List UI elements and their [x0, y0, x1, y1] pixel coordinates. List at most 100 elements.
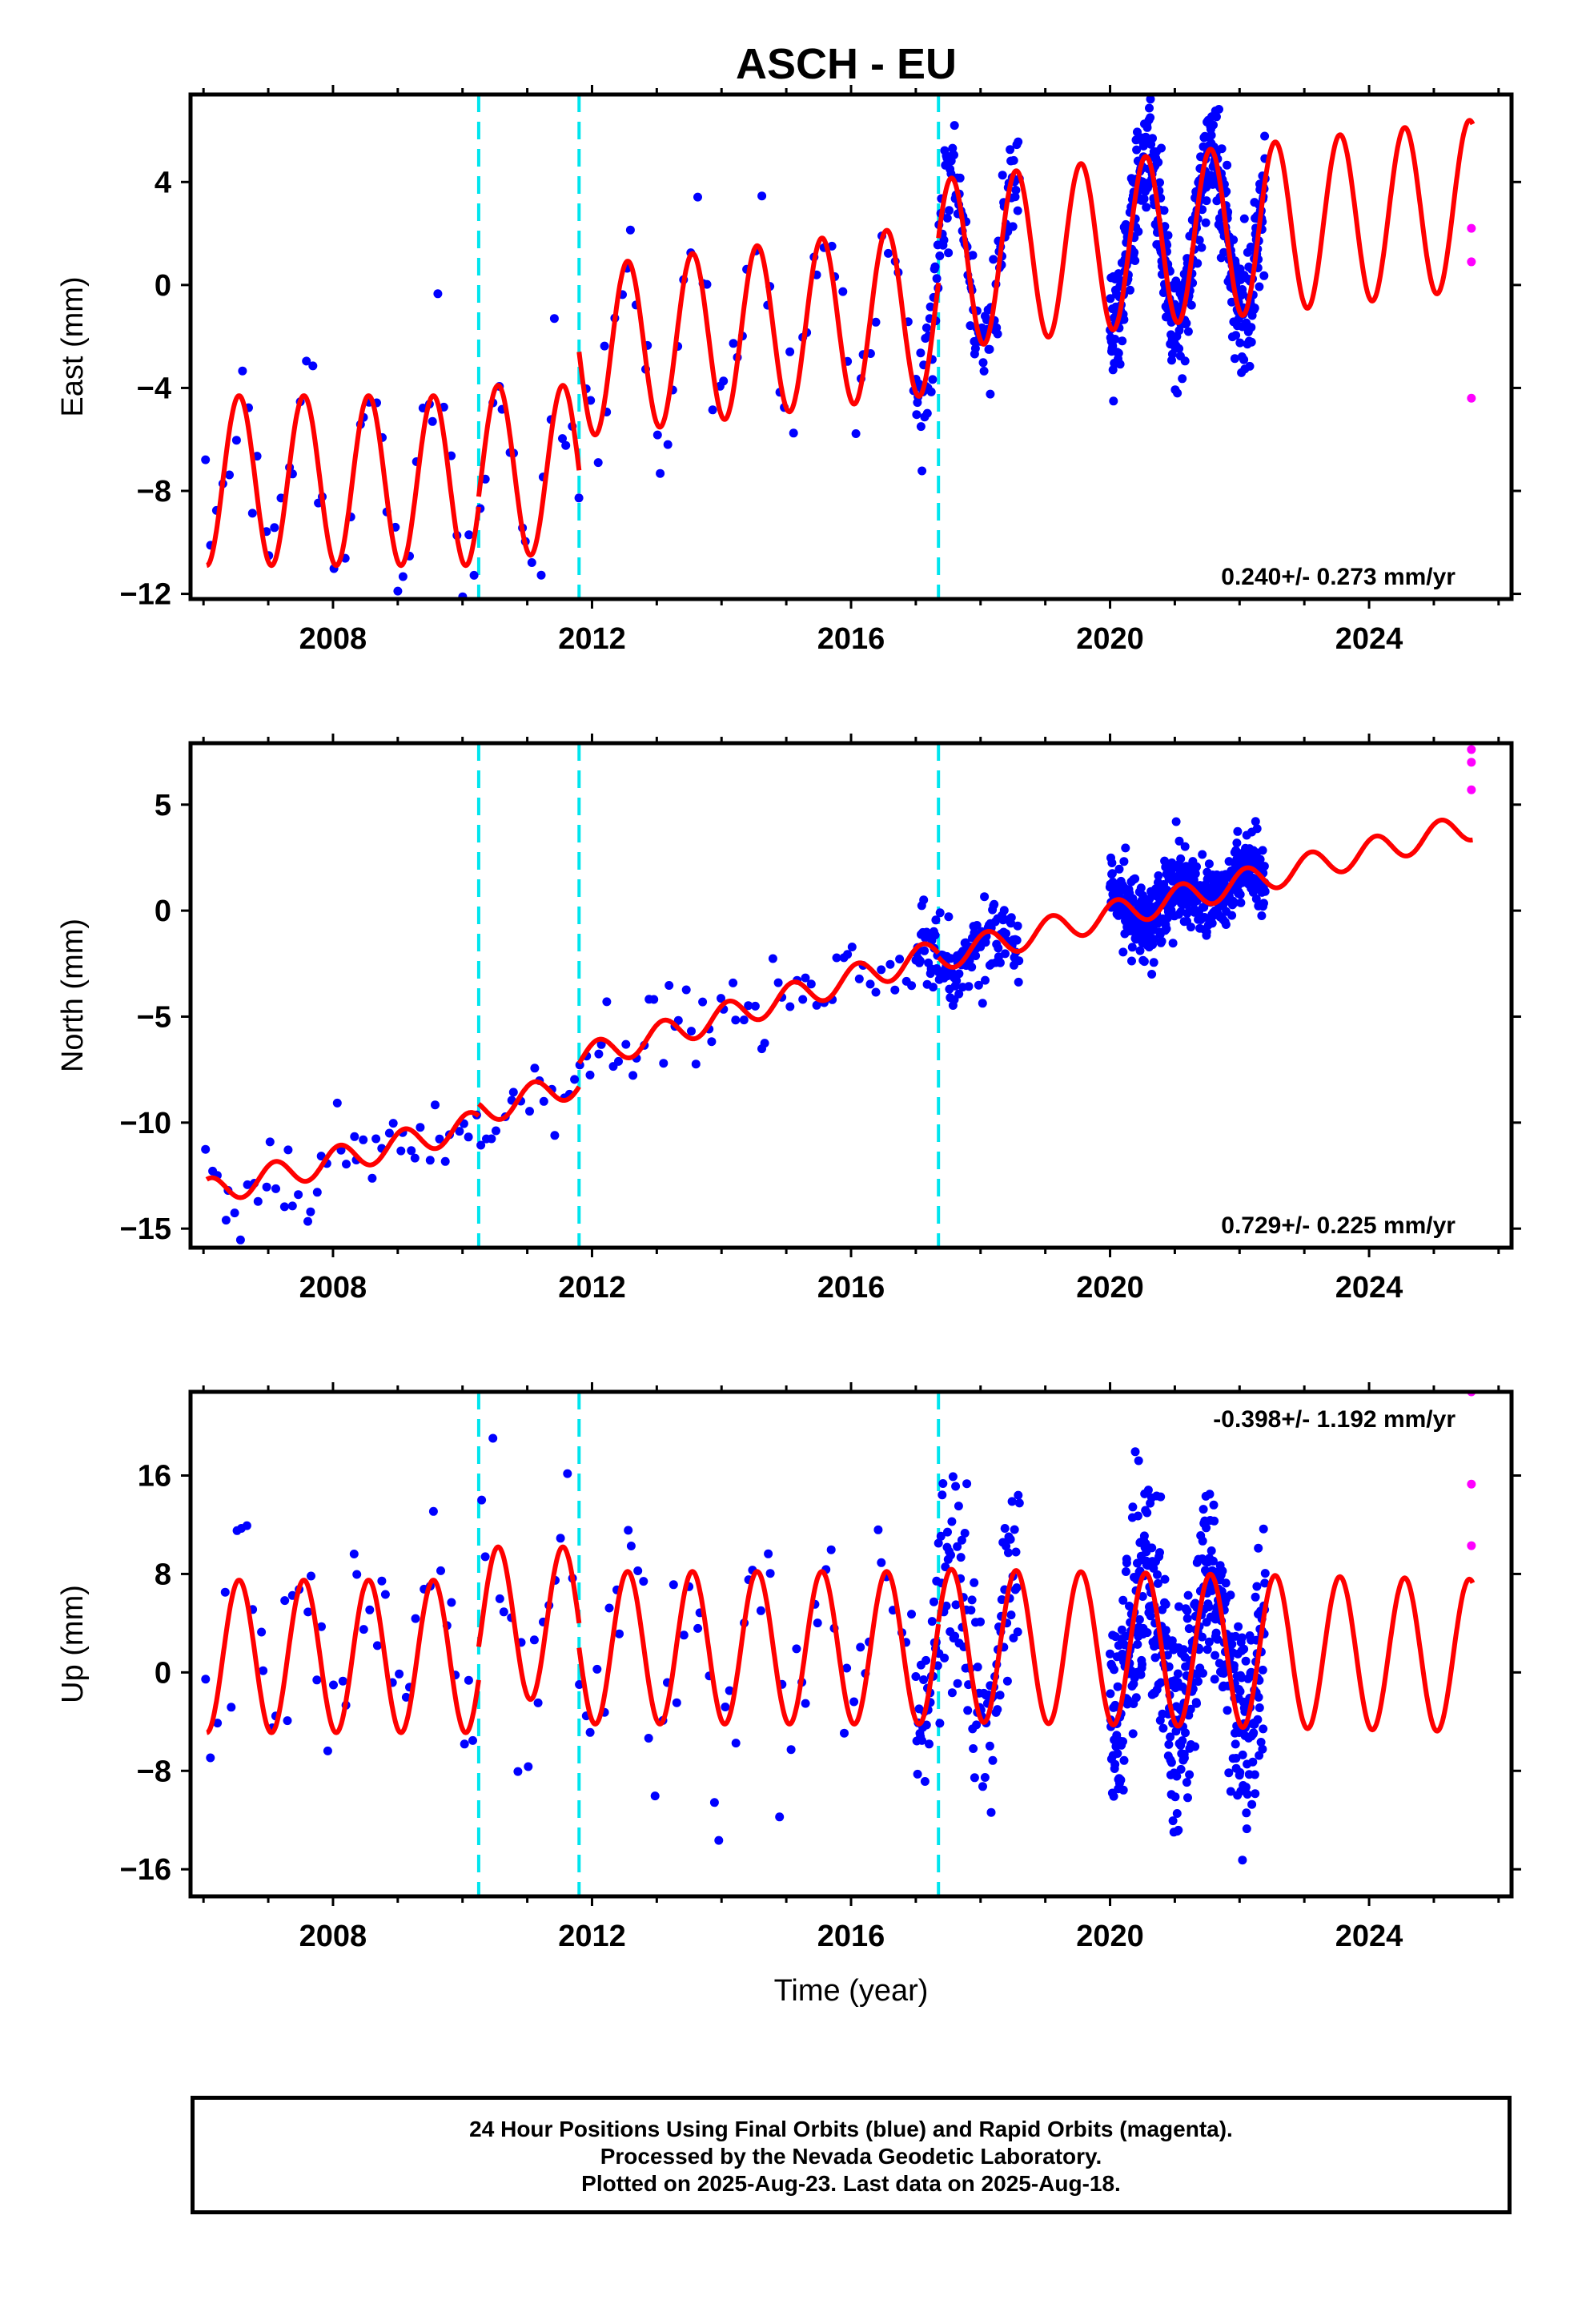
final-orbit-point — [464, 1675, 473, 1685]
final-orbit-point — [1118, 336, 1127, 346]
final-orbit-point — [332, 1098, 342, 1108]
final-orbit-point — [942, 213, 952, 223]
final-orbit-point — [1198, 850, 1207, 859]
final-orbit-point — [447, 1598, 456, 1607]
final-orbit-point — [884, 248, 893, 258]
final-orbit-point — [1114, 348, 1123, 358]
final-orbit-point — [1178, 1645, 1188, 1655]
x-tick-label: 2012 — [558, 1920, 626, 1953]
final-orbit-point — [201, 1675, 211, 1684]
final-orbit-point — [221, 1216, 231, 1225]
final-orbit-point — [978, 358, 988, 368]
final-orbit-point — [989, 255, 998, 264]
final-orbit-point — [930, 262, 940, 271]
final-orbit-point — [1148, 134, 1157, 143]
final-orbit-point — [570, 1075, 580, 1084]
y-tick-label: −16 — [120, 1853, 171, 1887]
final-orbit-point — [1223, 160, 1232, 170]
final-orbit-point — [230, 1208, 239, 1218]
final-orbit-point — [1174, 1602, 1183, 1611]
final-orbit-point — [1258, 1665, 1267, 1675]
final-orbit-point — [775, 1812, 785, 1822]
final-orbit-point — [843, 950, 853, 959]
final-orbit-point — [1254, 1692, 1263, 1702]
final-orbit-point — [398, 572, 408, 581]
final-orbit-point — [1259, 271, 1269, 280]
final-orbit-point — [372, 1641, 382, 1651]
final-orbit-point — [1252, 1582, 1262, 1591]
final-orbit-point — [594, 1049, 604, 1059]
final-orbit-point — [948, 1472, 958, 1482]
final-orbit-point — [1109, 396, 1118, 406]
final-orbit-point — [1118, 1737, 1127, 1747]
final-orbit-point — [854, 974, 864, 983]
final-orbit-point — [550, 1131, 560, 1140]
final-orbit-point — [971, 951, 981, 960]
final-orbit-point — [930, 931, 940, 940]
final-orbit-point — [947, 1688, 957, 1698]
final-orbit-point — [813, 1618, 822, 1628]
final-orbit-point — [206, 1753, 215, 1763]
final-orbit-point — [1131, 1693, 1141, 1703]
final-orbit-point — [950, 151, 958, 159]
final-orbit-point — [1170, 1792, 1180, 1802]
final-orbit-point — [1181, 1728, 1190, 1738]
final-orbit-point — [1127, 956, 1136, 966]
final-orbit-point — [316, 1152, 326, 1161]
final-orbit-point — [359, 1135, 368, 1144]
final-orbit-point — [592, 1664, 602, 1674]
final-orbit-point — [926, 302, 935, 312]
y-tick-label: 5 — [155, 789, 171, 822]
final-orbit-point — [966, 1606, 976, 1615]
final-orbit-point — [1139, 194, 1149, 203]
final-orbit-point — [978, 1782, 987, 1791]
model-fit-line — [205, 1110, 481, 1200]
final-orbit-point — [917, 466, 927, 476]
final-orbit-point — [962, 1479, 972, 1489]
model-fit-line — [576, 227, 942, 438]
final-orbit-point — [1139, 957, 1149, 967]
final-orbit-point — [440, 1156, 450, 1166]
final-orbit-point — [765, 1569, 775, 1578]
final-orbit-point — [1259, 899, 1268, 908]
final-orbit-point — [201, 455, 211, 464]
final-orbit-point — [948, 143, 958, 153]
final-orbit-point — [1014, 977, 1023, 987]
final-orbit-point — [1000, 1524, 1010, 1533]
final-orbit-point — [970, 344, 980, 353]
final-orbit-point — [1121, 219, 1130, 229]
final-orbit-point — [1192, 1699, 1201, 1708]
final-orbit-point — [1204, 1602, 1214, 1612]
final-orbit-point — [1179, 1753, 1189, 1763]
final-orbit-point — [936, 1531, 946, 1541]
final-orbit-point — [238, 366, 247, 376]
final-orbit-point — [1234, 1622, 1243, 1631]
final-orbit-point — [1106, 1649, 1114, 1659]
final-orbit-point — [1133, 1511, 1142, 1521]
final-orbit-point — [1153, 1578, 1162, 1588]
final-orbit-point — [367, 1173, 377, 1183]
final-orbit-point — [396, 1146, 406, 1156]
final-orbit-point — [323, 1746, 332, 1755]
final-orbit-point — [1010, 192, 1020, 202]
final-orbit-point — [1122, 1558, 1131, 1568]
final-orbit-point — [978, 999, 987, 1008]
final-orbit-point — [492, 1126, 500, 1136]
final-orbit-point — [827, 241, 837, 251]
final-orbit-point — [998, 171, 1007, 180]
final-orbit-point — [1182, 319, 1191, 328]
final-orbit-point — [416, 1123, 425, 1132]
final-orbit-point — [946, 169, 956, 179]
final-orbit-point — [760, 1039, 769, 1048]
final-orbit-point — [1136, 1670, 1146, 1679]
final-orbit-point — [1237, 1673, 1247, 1683]
final-orbit-point — [1212, 112, 1221, 122]
final-orbit-point — [1255, 1703, 1264, 1712]
final-orbit-point — [946, 1550, 955, 1560]
final-orbit-point — [986, 389, 995, 399]
final-orbit-point — [1128, 894, 1138, 903]
final-orbit-point — [929, 983, 938, 992]
final-orbit-point — [1145, 103, 1154, 113]
final-orbit-point — [1134, 227, 1143, 236]
